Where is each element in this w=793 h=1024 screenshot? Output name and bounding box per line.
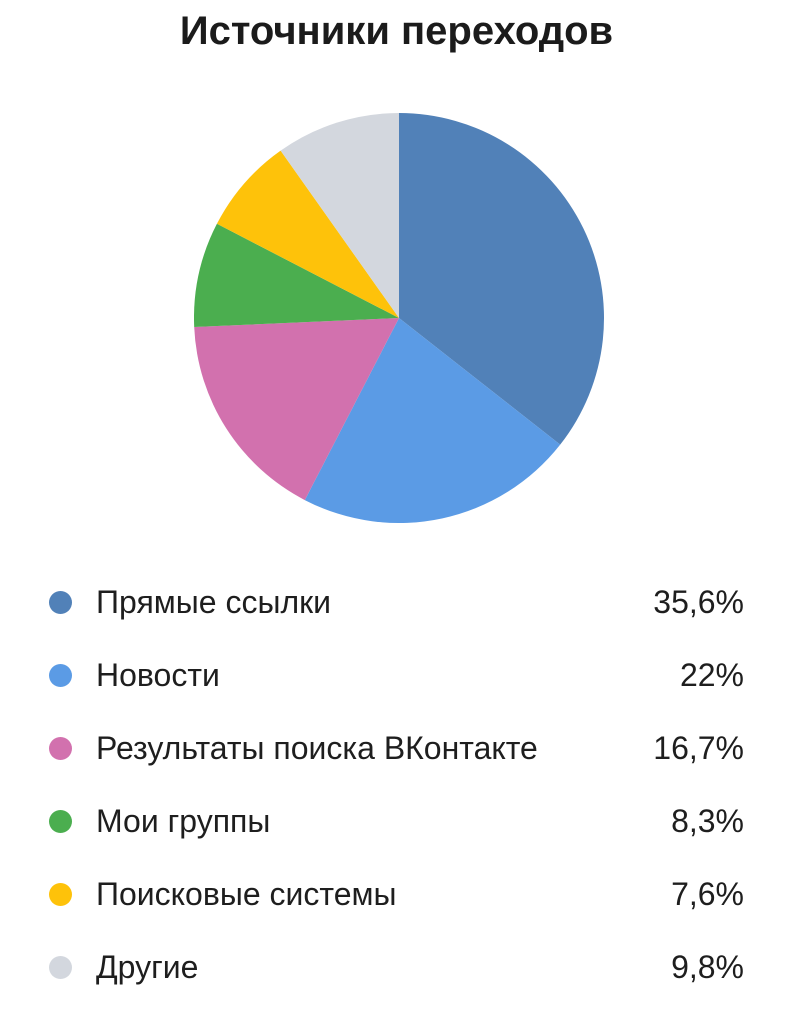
pie-slice-1[interactable] <box>304 318 561 523</box>
legend-item-value: 22% <box>679 657 744 693</box>
legend-item-search-engines[interactable]: Поисковые системы 7,6% <box>49 858 744 931</box>
chart-legend: Прямые ссылки 35,6% Новости 22% Результа… <box>49 566 744 1004</box>
legend-item-my-groups[interactable]: Мои группы 8,3% <box>49 785 744 858</box>
legend-item-label: Новости <box>96 657 220 693</box>
legend-color-dot <box>49 664 72 687</box>
pie-slice-5[interactable] <box>280 113 399 318</box>
legend-item-value: 16,7% <box>653 730 744 766</box>
legend-item-news[interactable]: Новости 22% <box>49 639 744 712</box>
pie-slice-4[interactable] <box>216 150 399 318</box>
legend-color-dot <box>49 591 72 614</box>
page-title: Источники переходов <box>179 9 614 53</box>
legend-color-dot <box>49 883 72 906</box>
legend-item-direct-links[interactable]: Прямые ссылки 35,6% <box>49 566 744 639</box>
legend-color-dot <box>49 737 72 760</box>
legend-item-label: Результаты поиска ВКонтакте <box>96 730 538 766</box>
legend-item-other[interactable]: Другие 9,8% <box>49 931 744 1004</box>
pie-chart[interactable] <box>194 113 604 523</box>
legend-item-value: 8,3% <box>671 803 744 839</box>
legend-item-label: Другие <box>96 949 199 985</box>
legend-color-dot <box>49 810 72 833</box>
legend-item-value: 35,6% <box>653 584 744 620</box>
legend-item-value: 9,8% <box>671 949 744 985</box>
legend-item-label: Мои группы <box>96 803 271 839</box>
legend-item-value: 7,6% <box>671 876 744 912</box>
pie-slice-0[interactable] <box>399 113 604 445</box>
legend-item-label: Поисковые системы <box>96 876 397 912</box>
pie-chart-container <box>194 113 604 523</box>
legend-item-label: Прямые ссылки <box>96 584 331 620</box>
legend-item-vk-search-results[interactable]: Результаты поиска ВКонтакте 16,7% <box>49 712 744 785</box>
legend-color-dot <box>49 956 72 979</box>
pie-slice-2[interactable] <box>194 318 399 501</box>
pie-slice-3[interactable] <box>194 223 399 328</box>
